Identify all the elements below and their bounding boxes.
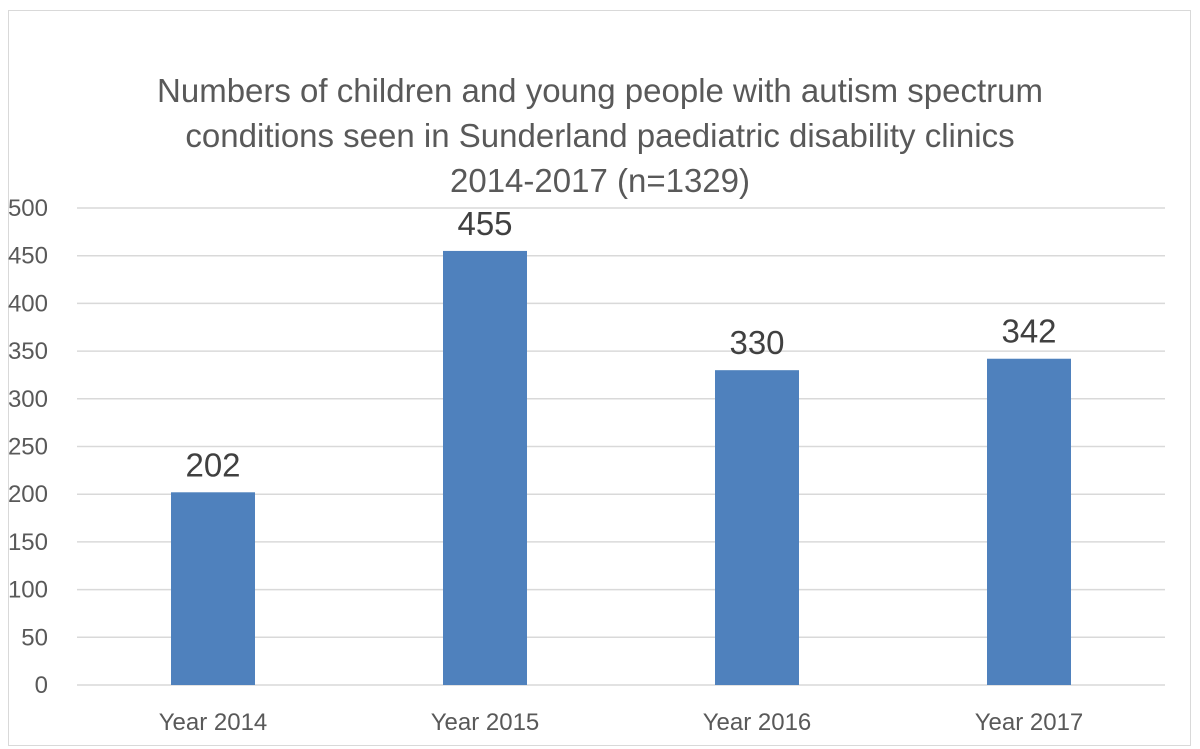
data-label: 202 bbox=[185, 446, 240, 483]
bar bbox=[715, 370, 799, 685]
gridlines bbox=[77, 207, 1165, 686]
x-tick-label: Year 2017 bbox=[975, 709, 1084, 736]
chart-title-line-2: conditions seen in Sunderland paediatric… bbox=[185, 117, 1015, 154]
chart-title: Numbers of children and young people wit… bbox=[0, 68, 1200, 203]
chart-title-line-3: 2014-2017 (n=1329) bbox=[450, 162, 750, 199]
y-tick-label: 350 bbox=[8, 338, 48, 365]
x-tick-label: Year 2015 bbox=[431, 709, 540, 736]
x-tick-label: Year 2016 bbox=[703, 709, 812, 736]
y-tick-label: 150 bbox=[8, 529, 48, 556]
bars bbox=[171, 250, 1071, 685]
y-tick-label: 450 bbox=[8, 243, 48, 270]
y-tick-label: 300 bbox=[8, 386, 48, 413]
y-tick-label: 0 bbox=[35, 672, 48, 699]
y-tick-label: 250 bbox=[8, 434, 48, 461]
y-tick-label: 50 bbox=[21, 624, 48, 651]
data-label: 330 bbox=[729, 324, 784, 361]
x-axis-tick-labels: Year 2014 Year 2015 Year 2016 Year 2017 bbox=[159, 709, 1084, 736]
y-tick-label: 100 bbox=[8, 577, 48, 604]
bar bbox=[443, 250, 527, 685]
data-label: 342 bbox=[1001, 313, 1056, 350]
chart-title-line-1: Numbers of children and young people wit… bbox=[157, 72, 1043, 109]
y-axis-tick-labels: 0 50 100 150 200 250 300 350 400 450 500 bbox=[8, 195, 48, 699]
y-tick-label: 400 bbox=[8, 290, 48, 317]
data-label: 455 bbox=[457, 205, 512, 242]
y-tick-label: 200 bbox=[8, 481, 48, 508]
x-tick-label: Year 2014 bbox=[159, 709, 268, 736]
bar bbox=[987, 358, 1071, 685]
data-labels: 202 455 330 342 bbox=[185, 205, 1056, 483]
y-tick-label: 500 bbox=[8, 195, 48, 222]
bar bbox=[171, 492, 255, 685]
